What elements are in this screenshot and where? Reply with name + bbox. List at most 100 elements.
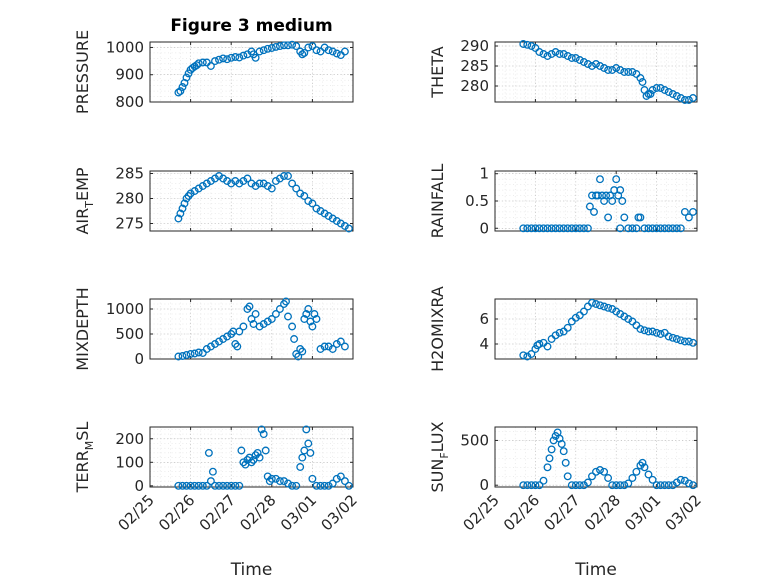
data-point — [255, 453, 264, 462]
data-point — [312, 204, 321, 213]
y-axis-label-sub: F — [438, 452, 451, 458]
data-point — [648, 327, 657, 336]
data-point — [676, 94, 685, 102]
data-point — [178, 481, 187, 490]
data-point — [543, 224, 552, 233]
data-point — [198, 349, 207, 357]
data-point — [186, 481, 195, 490]
y-axis-label-main: MIXDEPTH — [73, 287, 92, 370]
data-point — [302, 310, 311, 318]
data-point — [545, 454, 554, 463]
y-tick-label: 0 — [479, 476, 489, 494]
data-point — [174, 481, 183, 490]
data-point — [219, 335, 228, 343]
data-point — [628, 68, 637, 76]
data-point — [300, 48, 309, 57]
data-point — [211, 340, 219, 348]
data-point — [239, 322, 248, 331]
data-point — [292, 42, 301, 51]
chart-title: Figure 3 medium — [170, 16, 332, 36]
y-tick-label: 1000 — [106, 38, 144, 56]
data-point — [689, 94, 697, 102]
data-point — [198, 182, 207, 190]
data-point — [604, 213, 613, 222]
data-point — [206, 177, 215, 185]
data-point — [642, 92, 651, 100]
data-point — [211, 174, 219, 183]
data-point — [612, 481, 621, 490]
data-point — [223, 177, 232, 185]
data-point — [251, 182, 260, 190]
data-point — [588, 472, 596, 481]
data-point — [680, 337, 689, 346]
data-point — [680, 207, 689, 216]
subplot-8: 0 500 SUNFLUX 02/2502/2602/2702/2803/0103/0… — [428, 421, 705, 580]
data-point — [284, 479, 292, 488]
data-point — [324, 212, 333, 220]
y-tick-label: 1 — [479, 165, 489, 183]
data-point — [616, 481, 625, 490]
y-tick-label: 200 — [115, 430, 144, 448]
y-axis-label-sub: M — [83, 441, 96, 451]
data-point — [652, 481, 661, 490]
data-point — [275, 305, 284, 313]
data-point — [644, 224, 653, 233]
data-point — [680, 96, 689, 104]
data-point — [227, 179, 236, 188]
data-point — [336, 219, 345, 228]
x-tick-label: 02/25 — [460, 491, 503, 534]
data-point — [535, 48, 544, 56]
y-axis-label: SUNFLUX — [428, 421, 451, 492]
data-point — [543, 463, 552, 472]
x-tick-label: 02/25 — [115, 491, 158, 534]
data-point — [624, 224, 633, 233]
data-point — [178, 352, 187, 360]
data-point — [298, 453, 307, 462]
data-point — [332, 474, 341, 483]
data-point — [198, 58, 207, 67]
data-point — [676, 336, 685, 345]
data-point — [676, 475, 685, 484]
y-axis-label-main: RAINFALL — [428, 164, 447, 239]
data-point — [336, 472, 345, 481]
data-point — [288, 322, 297, 331]
data-point — [194, 348, 203, 357]
data-point — [255, 179, 264, 188]
data-point — [247, 315, 256, 323]
data-point — [656, 224, 665, 233]
y-axis-label-main: PRESSURE — [73, 30, 92, 114]
data-point — [583, 60, 592, 68]
data-point — [559, 50, 568, 58]
data-point — [275, 174, 284, 183]
data-point — [312, 481, 321, 490]
y-tick-label: 0 — [479, 219, 489, 237]
data-point — [676, 224, 685, 233]
data-point — [208, 467, 217, 476]
data-point — [340, 47, 349, 56]
data-point — [267, 474, 276, 483]
data-point — [656, 84, 665, 92]
data-point — [180, 199, 189, 208]
data-point — [336, 337, 345, 346]
data-point — [531, 224, 540, 233]
data-point — [640, 326, 649, 335]
data-point — [223, 55, 232, 64]
data-point — [223, 481, 232, 490]
data-point — [638, 78, 647, 86]
data-point — [689, 481, 697, 490]
data-point — [215, 172, 223, 180]
data-point — [600, 64, 609, 72]
data-point — [282, 297, 290, 306]
data-point — [235, 53, 244, 62]
data-point — [194, 59, 203, 68]
y-axis-label-rest: LUX — [428, 421, 447, 452]
data-point — [519, 224, 528, 233]
data-point — [284, 172, 292, 180]
data-point — [178, 83, 187, 91]
data-point — [247, 458, 256, 467]
data-point — [304, 439, 313, 448]
data-point — [557, 440, 566, 448]
data-point — [190, 349, 199, 358]
data-point — [245, 302, 254, 311]
data-point — [579, 224, 588, 233]
